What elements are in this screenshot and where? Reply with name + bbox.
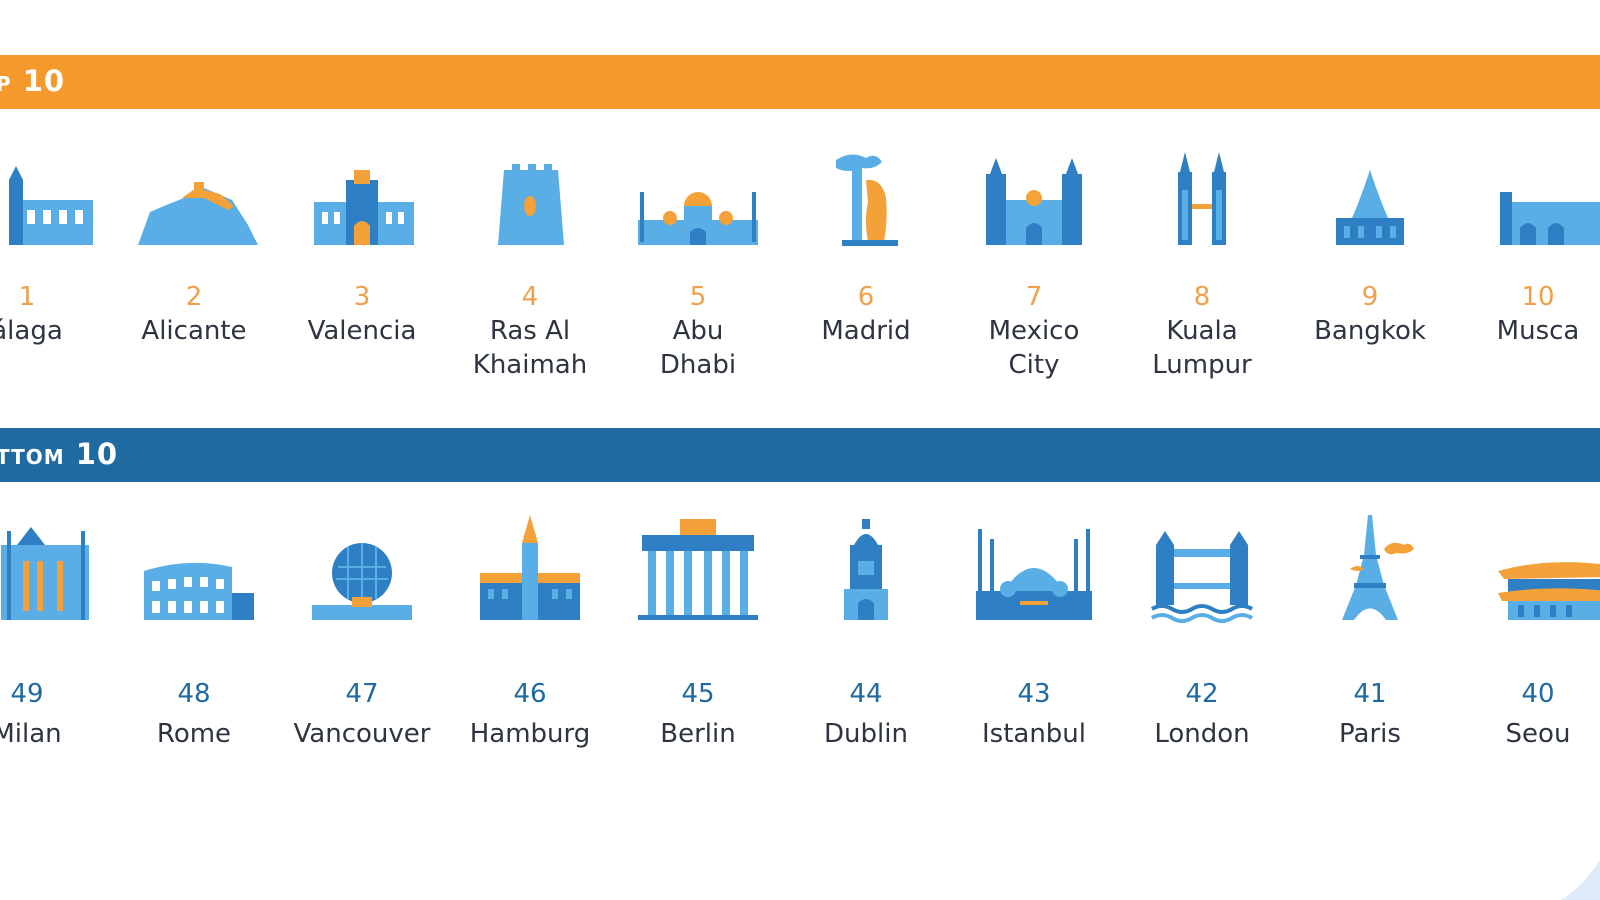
thai-temple-icon bbox=[1336, 170, 1404, 245]
city-name: Madrid bbox=[821, 316, 911, 346]
bear-strawberry-tree-icon bbox=[836, 154, 898, 246]
top-10-row: 1 álaga 2 Alicante 3 Valencia 4 bbox=[0, 140, 1600, 410]
city-name: Dublin bbox=[824, 719, 908, 749]
city-name: álaga bbox=[0, 316, 63, 346]
list-item: 8 Kuala Lumpur bbox=[1118, 140, 1286, 382]
rank-number: 40 bbox=[1521, 679, 1555, 709]
list-item: 2 Alicante bbox=[110, 140, 278, 348]
list-item: 49 Milan bbox=[0, 505, 111, 751]
list-item: 40 Seou bbox=[1454, 505, 1600, 751]
rank-number: 3 bbox=[353, 282, 371, 312]
list-item: 1 álaga bbox=[0, 140, 111, 348]
list-item: 42 London bbox=[1118, 505, 1286, 751]
list-item: 45 Berlin bbox=[614, 505, 782, 751]
rank-number: 1 bbox=[18, 282, 36, 312]
rank-number: 42 bbox=[1185, 679, 1219, 709]
city-name: Berlin bbox=[660, 719, 736, 749]
city-name: Milan bbox=[0, 719, 62, 749]
city-name: Bangkok bbox=[1314, 316, 1426, 346]
list-item: 10 Musca bbox=[1454, 140, 1600, 348]
list-item: 9 Bangkok bbox=[1286, 140, 1454, 348]
city-name: Istanbul bbox=[981, 719, 1087, 749]
city-name: Alicante bbox=[141, 316, 247, 346]
rank-number: 48 bbox=[177, 679, 211, 709]
bottom-10-banner: ottom 10 bbox=[0, 428, 1600, 482]
muscat-fort-icon bbox=[1500, 192, 1600, 245]
alicante-castle-icon bbox=[138, 182, 258, 245]
rank-number: 47 bbox=[345, 679, 379, 709]
city-name: Seou bbox=[1505, 719, 1571, 749]
rank-number: 44 bbox=[849, 679, 883, 709]
science-world-dome-icon bbox=[312, 543, 412, 620]
seoul-palace-icon bbox=[1498, 562, 1600, 620]
top-10-banner: op 10 bbox=[0, 55, 1600, 109]
list-item: 5 Abu Dhabi bbox=[614, 140, 782, 382]
mexico-cathedral-icon bbox=[986, 158, 1082, 245]
city-name: Ras Al Khaimah bbox=[472, 316, 588, 380]
top-10-heading: op 10 bbox=[0, 64, 66, 98]
city-name: Musca bbox=[1496, 316, 1580, 346]
city-name: London bbox=[1154, 719, 1250, 749]
city-name: Mexico City bbox=[988, 316, 1080, 380]
petronas-towers-icon bbox=[1178, 152, 1226, 245]
bottom-10-row: 49 Milan 48 Rome 47 Vancouver bbox=[0, 505, 1600, 785]
rank-number: 41 bbox=[1353, 679, 1387, 709]
list-item: 4 Ras Al Khaimah bbox=[446, 140, 614, 382]
tower-bridge-icon bbox=[1150, 531, 1254, 623]
rank-number: 10 bbox=[1521, 282, 1555, 312]
rank-number: 4 bbox=[521, 282, 539, 312]
list-item: 47 Vancouver bbox=[278, 505, 446, 751]
rank-number: 7 bbox=[1025, 282, 1043, 312]
rank-number: 43 bbox=[1017, 679, 1051, 709]
rank-number: 9 bbox=[1361, 282, 1379, 312]
city-name: Valencia bbox=[307, 316, 417, 346]
milan-duomo-icon bbox=[1, 527, 89, 620]
rank-number: 49 bbox=[10, 679, 44, 709]
rank-number: 45 bbox=[681, 679, 715, 709]
rank-number: 5 bbox=[689, 282, 707, 312]
colosseum-icon bbox=[144, 562, 254, 620]
list-item: 43 Istanbul bbox=[950, 505, 1118, 751]
eiffel-tower-icon bbox=[1342, 515, 1414, 620]
rank-number: 6 bbox=[857, 282, 875, 312]
city-name: Vancouver bbox=[293, 719, 431, 749]
blue-mosque-icon bbox=[976, 529, 1092, 620]
city-name: Hamburg bbox=[469, 719, 591, 749]
dublin-bell-tower-icon bbox=[844, 519, 888, 620]
bottom-10-heading: ottom 10 bbox=[0, 437, 119, 471]
city-name: Kuala Lumpur bbox=[1152, 316, 1252, 380]
list-item: 7 Mexico City bbox=[950, 140, 1118, 382]
brandenburg-gate-icon bbox=[638, 519, 758, 620]
city-name: Abu Dhabi bbox=[659, 316, 737, 380]
rank-number: 2 bbox=[185, 282, 203, 312]
hamburg-town-hall-icon bbox=[480, 515, 580, 620]
list-item: 48 Rome bbox=[110, 505, 278, 751]
city-name: Rome bbox=[156, 719, 232, 749]
rank-number: 46 bbox=[513, 679, 547, 709]
valencia-cathedral-icon bbox=[314, 170, 414, 245]
rank-number: 8 bbox=[1193, 282, 1211, 312]
corner-decoration bbox=[1560, 860, 1600, 900]
list-item: 41 Paris bbox=[1286, 505, 1454, 751]
list-item: 6 Madrid bbox=[782, 140, 950, 348]
city-name: Paris bbox=[1339, 719, 1401, 749]
list-item: 44 Dublin bbox=[782, 505, 950, 751]
malaga-cathedral-icon bbox=[9, 166, 93, 245]
fort-tower-icon bbox=[498, 164, 564, 245]
list-item: 3 Valencia bbox=[278, 140, 446, 348]
grand-mosque-icon bbox=[638, 192, 758, 245]
list-item: 46 Hamburg bbox=[446, 505, 614, 751]
